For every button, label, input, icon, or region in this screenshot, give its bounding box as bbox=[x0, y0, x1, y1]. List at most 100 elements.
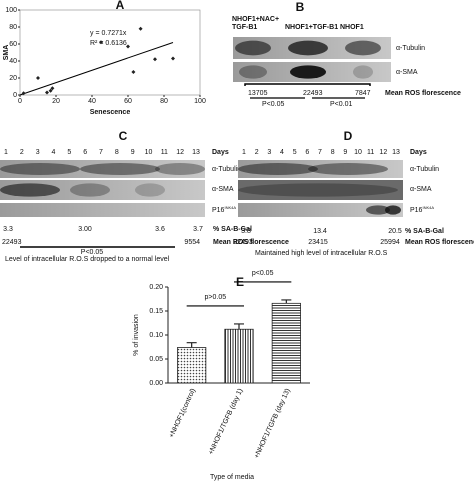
ros-value: 22493 bbox=[2, 239, 22, 246]
lane-label: 1 bbox=[4, 149, 8, 156]
lane-label: 4 bbox=[280, 149, 284, 156]
sa-value: 3.00 bbox=[78, 226, 92, 233]
x-tick-label: 60 bbox=[124, 98, 132, 105]
bracket bbox=[244, 83, 371, 86]
column-header: TGF-B1 bbox=[232, 24, 257, 31]
band bbox=[235, 40, 271, 56]
band bbox=[238, 183, 398, 197]
p16-sup: INK4A bbox=[422, 205, 434, 210]
sa-label: % SA-B-Gal bbox=[405, 228, 444, 235]
bar bbox=[224, 328, 254, 384]
sa-value: 3.8 bbox=[241, 228, 251, 235]
lane-label: 8 bbox=[115, 149, 119, 156]
band bbox=[385, 205, 401, 215]
lane-label: 5 bbox=[67, 149, 71, 156]
panel-label: A bbox=[116, 0, 125, 12]
row-label: α-Tubulin bbox=[410, 166, 439, 173]
lanes-title: Days bbox=[410, 149, 427, 156]
p-value: P<0.05 bbox=[81, 249, 103, 256]
lanes-title: Days bbox=[212, 149, 229, 156]
band bbox=[155, 163, 205, 175]
r-squared: R² = 0.6136 bbox=[90, 40, 127, 47]
sa-value: 3.3 bbox=[3, 226, 13, 233]
row-label: P16INK4A bbox=[212, 205, 236, 214]
ros-value: 25994 bbox=[380, 239, 400, 246]
lane-label: 10 bbox=[145, 149, 153, 156]
row-label: α-SMA bbox=[410, 186, 432, 193]
x-tick-label: +NHOF1/TGFB (day 13) bbox=[253, 388, 291, 460]
trendline bbox=[19, 41, 174, 96]
point bbox=[99, 40, 103, 45]
lane-label: 1 bbox=[242, 149, 246, 156]
band bbox=[345, 40, 381, 56]
sa-value: 3.6 bbox=[155, 226, 165, 233]
y-tick-label: 0.00 bbox=[149, 380, 163, 387]
lane-label: 6 bbox=[83, 149, 87, 156]
band bbox=[0, 163, 80, 175]
row-label: α-Tubulin bbox=[212, 166, 241, 173]
y-axis-title: % of invasion bbox=[133, 314, 140, 356]
x-tick-label: 80 bbox=[160, 98, 168, 105]
ros-label: Mean ROS florescence bbox=[385, 90, 461, 97]
lane-label: 2 bbox=[20, 149, 24, 156]
y-tick-label: 60 bbox=[9, 41, 17, 48]
error-bar bbox=[281, 299, 292, 304]
bar bbox=[177, 347, 207, 384]
lane-label: 9 bbox=[343, 149, 347, 156]
band bbox=[290, 65, 326, 79]
ros-value: 22493 bbox=[233, 239, 253, 246]
p16: P16 bbox=[212, 207, 225, 214]
y-tick-label: 20 bbox=[9, 75, 17, 82]
ros-value: 22493 bbox=[303, 90, 323, 97]
ros-value: 23415 bbox=[308, 239, 328, 246]
band bbox=[239, 65, 267, 79]
row-label: α-Tubulin bbox=[396, 45, 425, 52]
x-tick-label: +NHOF1/TGFB (day 1) bbox=[208, 388, 245, 456]
point bbox=[50, 86, 55, 91]
blot bbox=[238, 180, 403, 200]
point bbox=[171, 56, 175, 61]
x-tick-label: 20 bbox=[52, 98, 60, 105]
lane-label: 8 bbox=[331, 149, 335, 156]
plot-frame bbox=[19, 9, 201, 96]
lane-label: 13 bbox=[192, 149, 200, 156]
error-bar bbox=[234, 323, 244, 330]
y-tick-label: 100 bbox=[5, 7, 17, 14]
lane-label: 11 bbox=[367, 149, 374, 156]
y-tick-label: 0.05 bbox=[149, 356, 163, 363]
p16: P16 bbox=[410, 207, 423, 214]
sa-value: 20.5 bbox=[388, 228, 402, 235]
point bbox=[21, 91, 26, 96]
p16-sup: INK4A bbox=[224, 205, 236, 210]
x-tick-label: 100 bbox=[194, 98, 206, 105]
ros-label: Mean ROS florescence bbox=[405, 239, 474, 246]
column-header: NHOF1+NAC+ bbox=[232, 16, 279, 23]
lane-label: 13 bbox=[392, 149, 400, 156]
band bbox=[80, 163, 160, 175]
point bbox=[131, 70, 136, 75]
point bbox=[126, 44, 130, 49]
point bbox=[48, 88, 53, 93]
note: Level of intracellular R.O.S dropped to … bbox=[5, 256, 170, 263]
ros-value: 9554 bbox=[184, 239, 200, 246]
y-axis-title: SMA bbox=[3, 45, 10, 61]
row-label: α-SMA bbox=[396, 69, 418, 76]
y-tick-label: 0.10 bbox=[149, 332, 163, 339]
row-label: P16INK4A bbox=[410, 205, 434, 214]
band bbox=[70, 183, 110, 197]
lane-label: 7 bbox=[318, 149, 322, 156]
bar bbox=[271, 302, 301, 384]
x-axis-title: Senescence bbox=[90, 109, 131, 116]
lane-label: 9 bbox=[131, 149, 135, 156]
note: Maintained high level of intracellular R… bbox=[255, 250, 388, 257]
significance-label: p<0.05 bbox=[252, 270, 274, 277]
blot bbox=[0, 203, 205, 217]
lane-label: 12 bbox=[176, 149, 184, 156]
ros-value: 7847 bbox=[355, 90, 371, 97]
lane-label: 6 bbox=[305, 149, 309, 156]
x-tick-label: 0 bbox=[18, 98, 22, 105]
panel-label: B bbox=[296, 0, 305, 14]
sa-value: 13.4 bbox=[313, 228, 327, 235]
band bbox=[238, 163, 318, 175]
